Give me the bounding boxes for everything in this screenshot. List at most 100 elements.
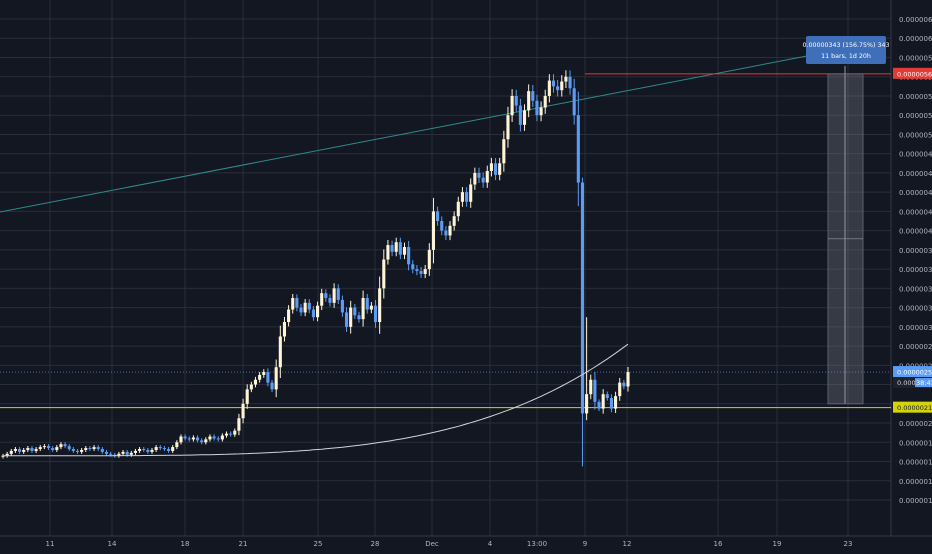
y-tick-label: 0.00000540: [899, 93, 932, 101]
candle-body: [452, 216, 456, 226]
candle-body: [146, 449, 150, 452]
candle-body: [71, 449, 75, 451]
x-tick-label: 19: [773, 540, 782, 548]
candle-body: [75, 450, 80, 452]
candle-body: [229, 433, 233, 435]
candle-body: [539, 107, 543, 116]
candle-body: [1, 455, 5, 457]
y-tick-label: 0.00000280: [899, 343, 932, 351]
candle-body: [386, 245, 390, 260]
candle-body: [171, 447, 175, 451]
candle-body: [328, 297, 332, 303]
candle-body: [556, 86, 560, 91]
x-tick-label: 11: [46, 540, 55, 548]
candle-body: [597, 401, 601, 409]
candle-body: [51, 448, 55, 450]
candle-body: [287, 309, 291, 323]
x-tick-label: 25: [314, 540, 323, 548]
candle-body: [390, 245, 394, 252]
time-axis[interactable]: 11 14 18 21 25 28 Dec 4 13:00 9 12 16 19 23: [0, 535, 932, 550]
candle-body: [104, 451, 109, 454]
candle-body: [560, 81, 564, 91]
candle-body: [398, 242, 402, 255]
y-tick-label: 0.00000420: [899, 208, 932, 216]
x-tick-label: 16: [714, 540, 723, 548]
candle-body: [460, 192, 464, 202]
candle-body: [522, 110, 527, 125]
candle-body: [291, 297, 295, 310]
y-tick-label: 0.00000480: [899, 151, 932, 159]
candle-body: [13, 449, 17, 451]
candle-body: [332, 288, 336, 303]
candle-body: [5, 453, 9, 456]
candle-body: [187, 438, 191, 440]
y-tick-label: 0.00000400: [899, 228, 932, 236]
y-tick-label: 0.00000320: [899, 305, 932, 313]
candle-body: [282, 322, 287, 337]
candle-body: [295, 297, 299, 308]
candle-body: [224, 433, 229, 436]
candle-body: [84, 448, 88, 450]
candle-body: [92, 447, 96, 450]
y-tick-label: 0.00000120: [899, 497, 932, 505]
y-tick-label: 0.00000620: [899, 16, 932, 24]
candle-body: [316, 305, 320, 318]
countdown-label: 38:41: [916, 379, 932, 387]
candle-body: [258, 374, 262, 380]
candle-body: [485, 170, 489, 183]
candle-body: [382, 259, 386, 289]
candle-body: [535, 100, 539, 116]
candle-body: [407, 246, 411, 265]
candle-body: [191, 437, 195, 440]
candle-body: [30, 448, 34, 451]
candle-body: [253, 379, 258, 385]
candle-body: [357, 315, 361, 320]
drawings-layer: 0.00000343 (156.75%) 343 11 bars, 1d 20h: [0, 36, 891, 409]
candle-body: [514, 95, 518, 106]
candle-body: [411, 264, 415, 270]
candle-body: [67, 446, 71, 450]
candle-body: [477, 172, 481, 178]
moving-average-line: [3, 343, 629, 457]
y-tick-label: 0.00000600: [899, 35, 932, 43]
candle-body: [311, 309, 315, 318]
candle-body: [436, 211, 440, 222]
last-price-label-bg: [893, 366, 932, 378]
candle-body: [402, 246, 407, 255]
candle-body: [158, 447, 162, 449]
candle-body: [531, 91, 535, 101]
candle-body: [142, 449, 146, 451]
y-tick-label: 0.00000200: [899, 420, 932, 428]
candle-body: [543, 95, 547, 108]
candle-body: [88, 448, 92, 450]
x-tick-label: 14: [108, 540, 117, 548]
candle-body: [605, 394, 609, 399]
countdown-bg: [893, 377, 932, 389]
candle-body: [469, 184, 473, 202]
candle-body: [241, 403, 245, 419]
candle-body: [622, 382, 626, 387]
candle-body: [353, 307, 357, 316]
candle-body: [299, 307, 303, 313]
candle-body: [80, 449, 84, 452]
y-tick-label: 0.00000520: [899, 112, 932, 120]
time-axis-strip: [0, 536, 932, 550]
candle-body: [506, 115, 510, 140]
candle-body: [378, 288, 382, 323]
candle-body: [303, 302, 307, 313]
candle-body: [361, 297, 365, 320]
candle-body: [204, 439, 208, 443]
candle-body: [618, 382, 622, 397]
candle-body: [200, 440, 204, 443]
candle-body: [614, 396, 618, 409]
candle-body: [262, 372, 266, 375]
candle-body: [365, 297, 369, 310]
candle-body: [444, 230, 448, 236]
candle-body: [498, 163, 502, 175]
candle-body: [121, 451, 125, 454]
y-tick-label: 0.00000180: [899, 439, 932, 447]
